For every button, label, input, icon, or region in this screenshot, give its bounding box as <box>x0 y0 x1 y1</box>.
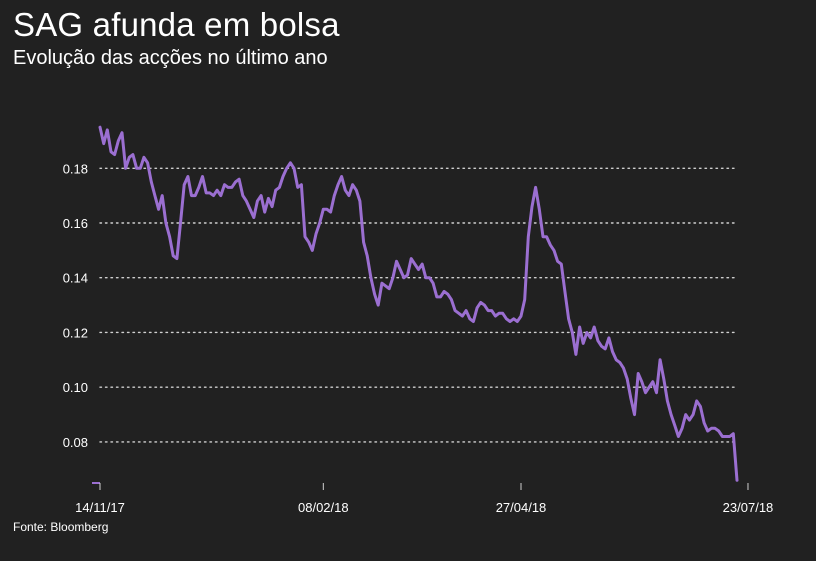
chart-subtitle: Evolução das acções no último ano <box>13 47 328 69</box>
source-note: Fonte: Bloomberg <box>13 520 109 534</box>
chart-title: SAG afunda em bolsa <box>13 6 340 43</box>
y-tick-label: 0.12 <box>63 325 88 340</box>
x-tick-label: 08/02/18 <box>298 500 349 515</box>
y-tick-label: 0.10 <box>63 380 88 395</box>
gridlines <box>92 167 738 484</box>
series-line <box>98 125 739 482</box>
y-tick-label: 0.08 <box>63 435 88 450</box>
y-tick-label: 0.18 <box>63 161 88 176</box>
y-axis-ticks: 0.18 0.16 0.14 0.12 0.10 0.08 <box>63 161 88 450</box>
x-tick-label: 23/07/18 <box>723 500 774 515</box>
x-tick-label: 27/04/18 <box>496 500 547 515</box>
y-tick-label: 0.16 <box>63 216 88 231</box>
y-tick-label: 0.14 <box>63 271 88 286</box>
x-tick-label: 14/11/17 <box>75 500 125 515</box>
series-layer <box>98 125 739 482</box>
